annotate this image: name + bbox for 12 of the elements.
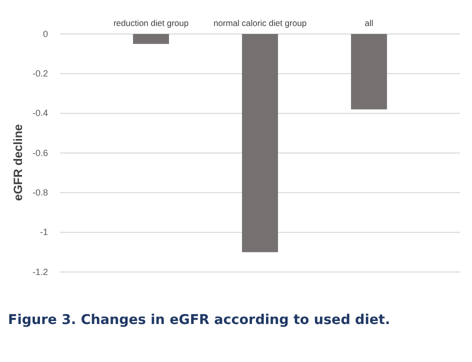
y-tick-label: -0.4 — [32, 108, 48, 118]
y-tick-label: -0.6 — [32, 148, 48, 158]
y-tick-label: -0.2 — [32, 68, 48, 79]
x-tick-label: reduction diet group — [113, 18, 189, 28]
x-tick-label: all — [364, 18, 374, 28]
caption: Figure 3. Changes in eGFR according to used diet. — [8, 312, 390, 328]
y-tick-label: -0.8 — [32, 188, 48, 198]
y-tick-label: 0 — [42, 28, 48, 39]
y-axis-title: eGFR decline — [11, 124, 25, 201]
x-tick-label: normal caloric diet group — [213, 18, 307, 28]
y-tick-label: -1 — [40, 227, 48, 238]
y-tick-label: -1.2 — [32, 266, 48, 277]
